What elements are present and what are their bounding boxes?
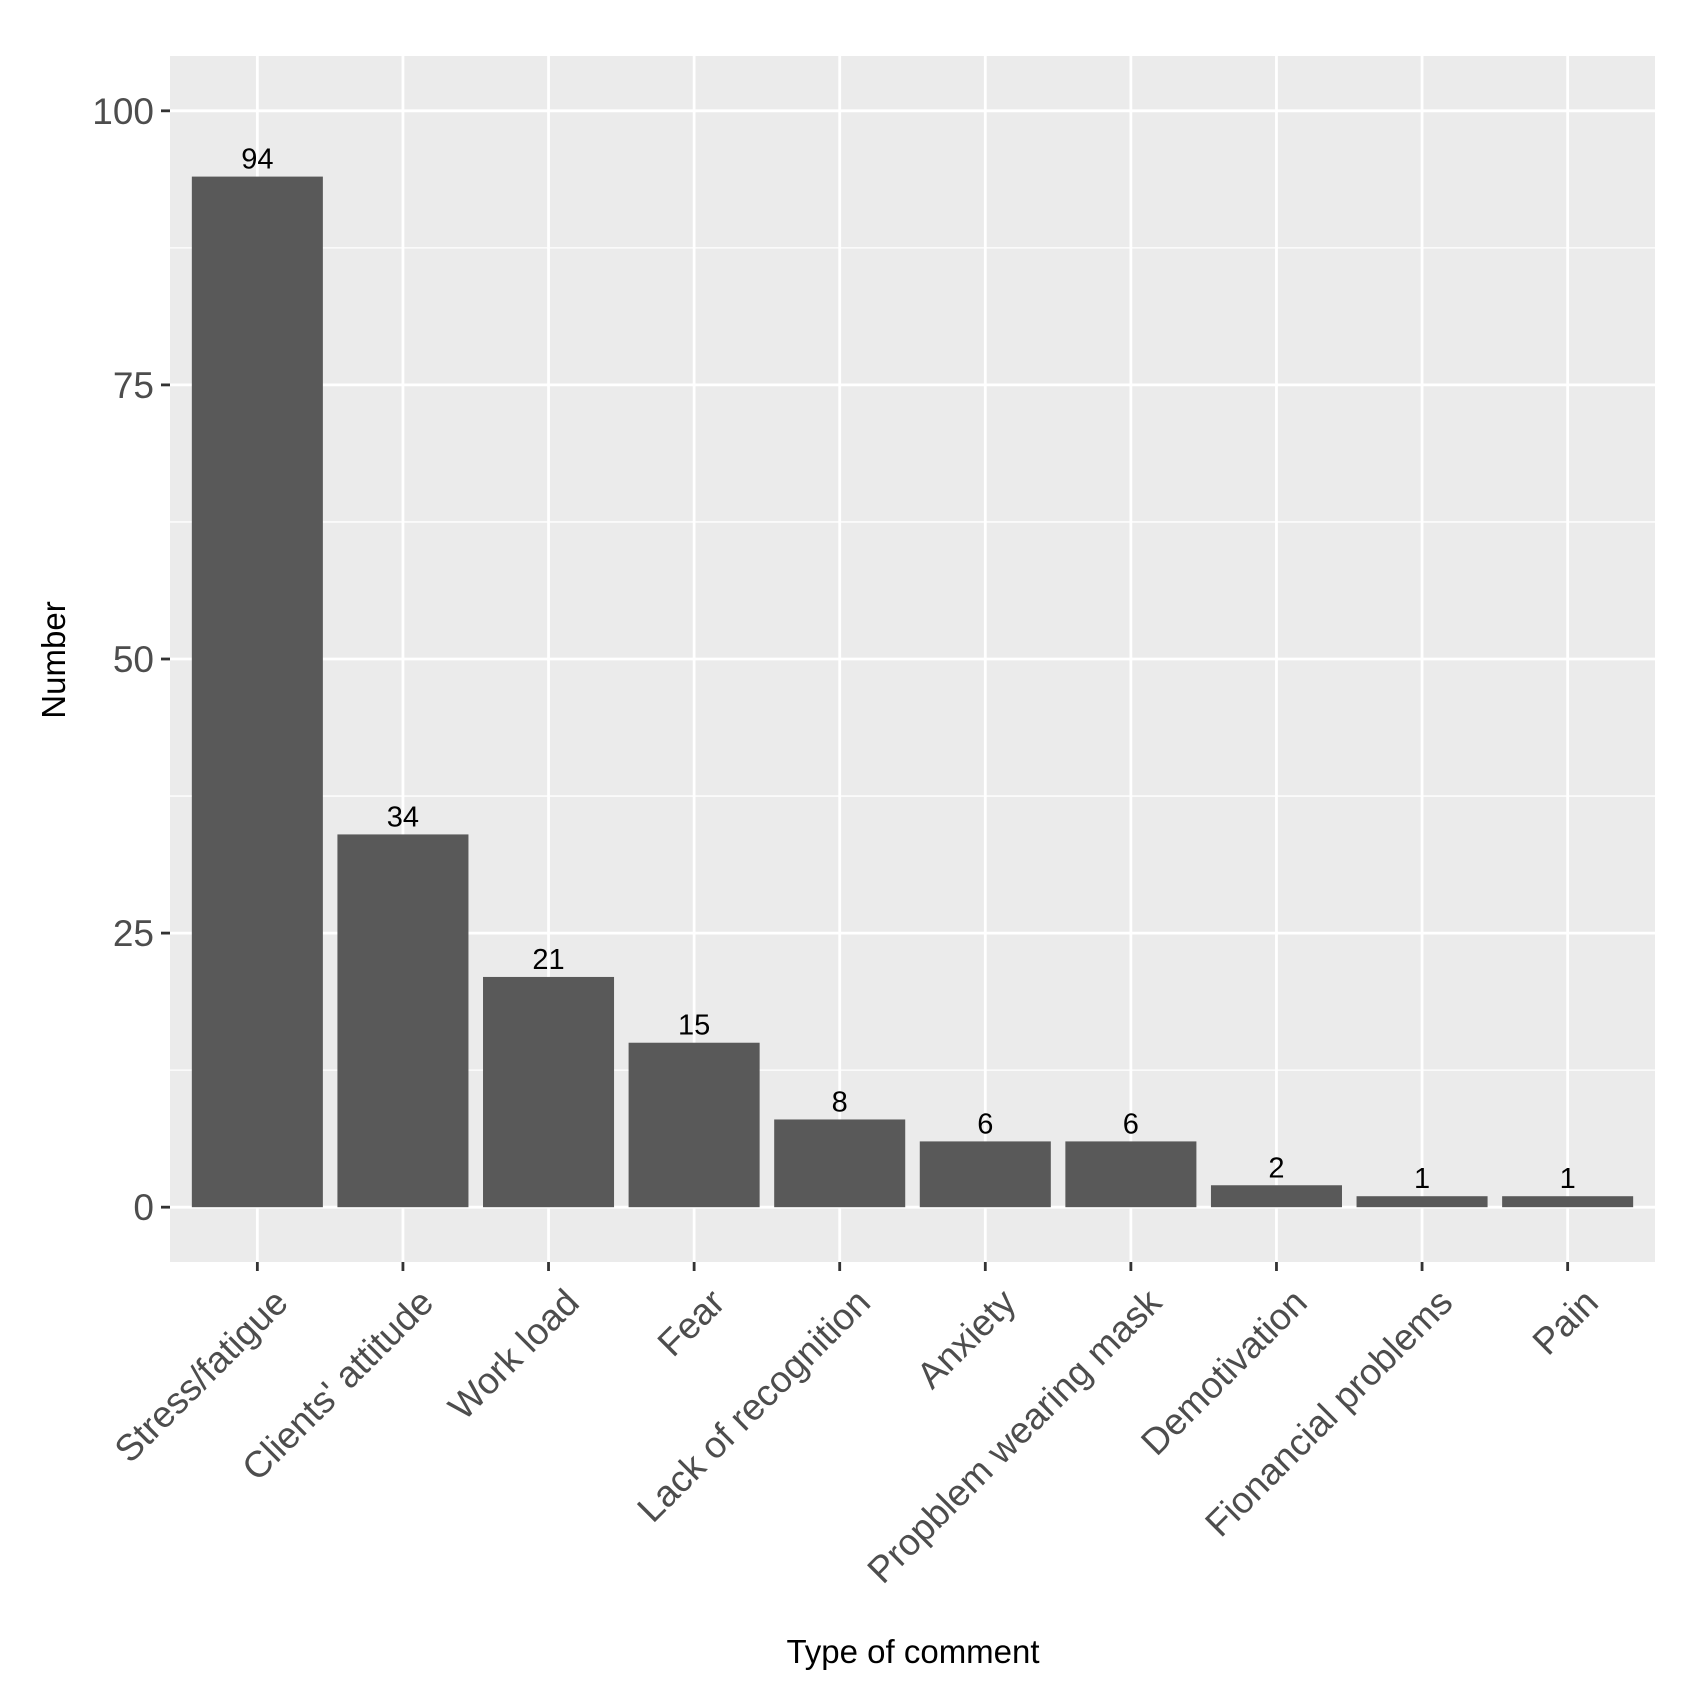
y-tick-label: 0 <box>133 1187 154 1228</box>
bar-value-label: 8 <box>832 1086 848 1118</box>
x-tick-label: Work load <box>441 1281 587 1427</box>
bar-value-label: 15 <box>678 1010 710 1042</box>
bar <box>628 1042 760 1208</box>
x-tick-label: Propblem wearing mask <box>860 1281 1170 1591</box>
bar <box>1502 1196 1634 1208</box>
bar <box>774 1119 906 1208</box>
y-tick-label: 100 <box>92 91 154 132</box>
x-tick-label: Fear <box>650 1281 733 1364</box>
bar-value-label: 1 <box>1560 1163 1576 1195</box>
x-axis-title: Type of comment <box>786 1633 1039 1670</box>
y-tick-label: 25 <box>113 913 154 954</box>
bars <box>191 176 1634 1208</box>
bar <box>1356 1196 1488 1208</box>
bar-value-label: 34 <box>387 801 419 833</box>
y-tick-label: 75 <box>113 365 154 406</box>
bar <box>191 176 323 1208</box>
y-axis-title: Number <box>35 601 72 718</box>
bar <box>483 976 615 1208</box>
x-tick-label: Pain <box>1525 1281 1606 1362</box>
bar-value-label: 6 <box>977 1108 993 1140</box>
bar-value-label: 2 <box>1268 1152 1284 1184</box>
bar <box>1065 1141 1197 1208</box>
bar <box>919 1141 1051 1208</box>
bar <box>337 834 469 1208</box>
y-axis: 0 25 50 75 100 <box>92 91 170 1228</box>
x-tick-label: Anxiety <box>909 1281 1024 1396</box>
bar-value-label: 94 <box>241 144 273 176</box>
bar-value-label: 6 <box>1123 1108 1139 1140</box>
bar-value-label: 1 <box>1414 1163 1430 1195</box>
y-tick-label: 50 <box>113 639 154 680</box>
bar <box>1210 1185 1342 1208</box>
x-tick-label: Fionancial problems <box>1197 1281 1460 1544</box>
bar-value-label: 21 <box>532 944 564 976</box>
